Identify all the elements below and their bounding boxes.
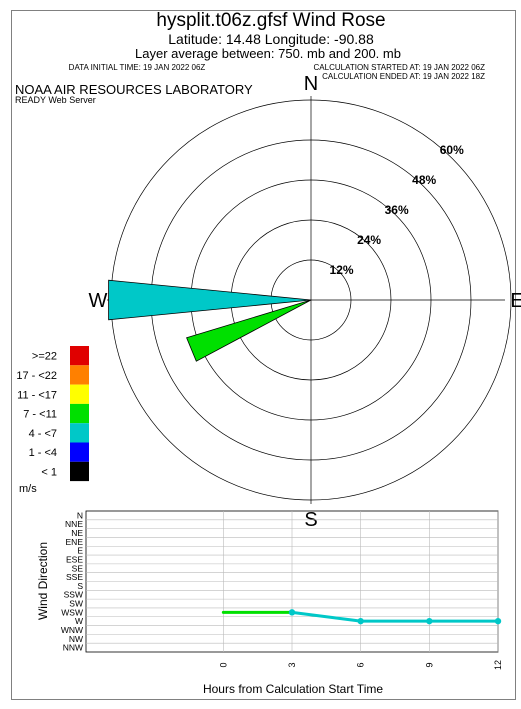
legend-label-3: 7 - <11: [23, 409, 57, 421]
calc-ended: CALCULATION ENDED AT: 19 JAN 2022 18Z: [322, 72, 485, 81]
data-initial-time: DATA INITIAL TIME: 19 JAN 2022 06Z: [68, 63, 206, 72]
legend-swatch-6: [70, 461, 89, 482]
ytick-nw: NW: [69, 634, 83, 644]
ytick-sse: SSE: [66, 572, 83, 582]
xtick-12: 12: [493, 660, 503, 670]
ytick-se: SE: [72, 563, 84, 573]
ytick-ssw: SSW: [64, 590, 83, 600]
ytick-ese: ESE: [66, 554, 83, 564]
chart-title: hysplit.t06z.gfsf Wind Rose: [156, 10, 386, 31]
legend-label-0: >=22: [32, 351, 57, 363]
series-point-4: [494, 617, 502, 625]
ring-label-36: 36%: [385, 203, 409, 217]
xtick-6: 6: [356, 662, 366, 667]
ytick-e: E: [77, 546, 83, 556]
petal-wsw: [186, 299, 312, 362]
server-name: READY Web Server: [15, 95, 96, 105]
xtick-0: 0: [218, 662, 228, 667]
ytick-wsw: WSW: [61, 607, 83, 617]
series-segment-1: [290, 610, 363, 623]
x-axis-label: Hours from Calculation Start Time: [203, 682, 383, 696]
y-axis-label: Wind Direction: [36, 542, 50, 620]
ytick-nne: NNE: [65, 519, 83, 529]
legend-label-5: 1 - <4: [29, 447, 57, 459]
compass-w: W: [89, 290, 108, 312]
org-name: NOAA AIR RESOURCES LABORATORY: [15, 82, 253, 97]
series-point-2: [357, 617, 364, 625]
legend-swatch-3: [70, 403, 89, 424]
ytick-nnw: NNW: [63, 643, 83, 653]
legend-label-6: < 1: [41, 466, 57, 478]
legend-swatch-5: [70, 442, 89, 462]
ytick-ne: NE: [71, 528, 83, 538]
xtick-9: 9: [424, 662, 434, 667]
series-point-3: [426, 617, 433, 625]
xtick-3: 3: [287, 662, 297, 667]
ytick-w: W: [75, 616, 83, 626]
legend-label-1: 17 - <22: [16, 370, 57, 382]
ytick-ene: ENE: [66, 537, 84, 547]
compass-n: N: [304, 73, 318, 95]
series-point-1: [288, 609, 296, 616]
layer-subtitle: Layer average between: 750. mb and 200. …: [135, 46, 401, 61]
ytick-sw: SW: [69, 599, 83, 609]
ytick-n: N: [77, 510, 83, 520]
compass-e: E: [510, 290, 521, 312]
legend-label-2: 11 - <17: [17, 389, 57, 401]
legend-label-4: 4 - <7: [29, 428, 57, 440]
legend-swatch-0: [70, 346, 89, 366]
legend-swatch-4: [70, 423, 89, 443]
ytick-s: S: [77, 581, 83, 591]
ring-label-24: 24%: [357, 233, 381, 247]
legend-swatch-1: [70, 365, 89, 385]
ring-label-60: 60%: [440, 143, 464, 157]
ytick-wnw: WNW: [61, 625, 83, 635]
legend-swatch-2: [70, 384, 89, 404]
legend-units: m/s: [19, 483, 37, 495]
latlon-subtitle: Latitude: 14.48 Longitude: -90.88: [168, 31, 374, 47]
figure-frame: [11, 10, 516, 700]
ring-label-12: 12%: [330, 263, 354, 277]
petal-w: [108, 279, 312, 321]
calc-started: CALCULATION STARTED AT: 19 JAN 2022 06Z: [313, 63, 485, 72]
ring-label-48: 48%: [412, 173, 436, 187]
